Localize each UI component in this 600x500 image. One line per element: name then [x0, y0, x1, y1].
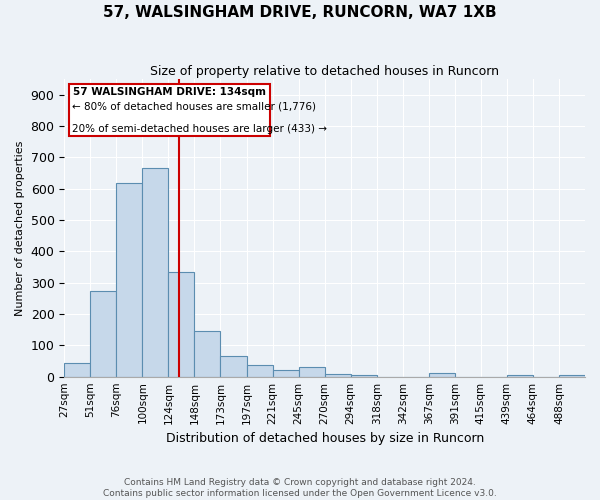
Bar [194, 332, 220, 376]
Bar [507, 375, 533, 376]
Text: Contains HM Land Registry data © Crown copyright and database right 2024.
Contai: Contains HM Land Registry data © Crown c… [103, 478, 497, 498]
FancyBboxPatch shape [70, 84, 270, 136]
Bar [142, 168, 169, 376]
Bar [91, 290, 116, 376]
Bar [116, 182, 142, 376]
Bar [299, 368, 325, 376]
Text: 20% of semi-detached houses are larger (433) →: 20% of semi-detached houses are larger (… [72, 124, 327, 134]
Title: Size of property relative to detached houses in Runcorn: Size of property relative to detached ho… [150, 65, 499, 78]
Text: ← 80% of detached houses are smaller (1,776): ← 80% of detached houses are smaller (1,… [72, 102, 316, 112]
Bar [220, 356, 247, 376]
Text: 57 WALSINGHAM DRIVE: 134sqm: 57 WALSINGHAM DRIVE: 134sqm [73, 86, 266, 97]
Bar [247, 365, 272, 376]
Y-axis label: Number of detached properties: Number of detached properties [15, 140, 25, 316]
X-axis label: Distribution of detached houses by size in Runcorn: Distribution of detached houses by size … [166, 432, 484, 445]
Bar [272, 370, 299, 376]
Bar [64, 363, 91, 376]
Bar [325, 374, 350, 376]
Bar [169, 272, 194, 376]
Text: 57, WALSINGHAM DRIVE, RUNCORN, WA7 1XB: 57, WALSINGHAM DRIVE, RUNCORN, WA7 1XB [103, 5, 497, 20]
Bar [429, 373, 455, 376]
